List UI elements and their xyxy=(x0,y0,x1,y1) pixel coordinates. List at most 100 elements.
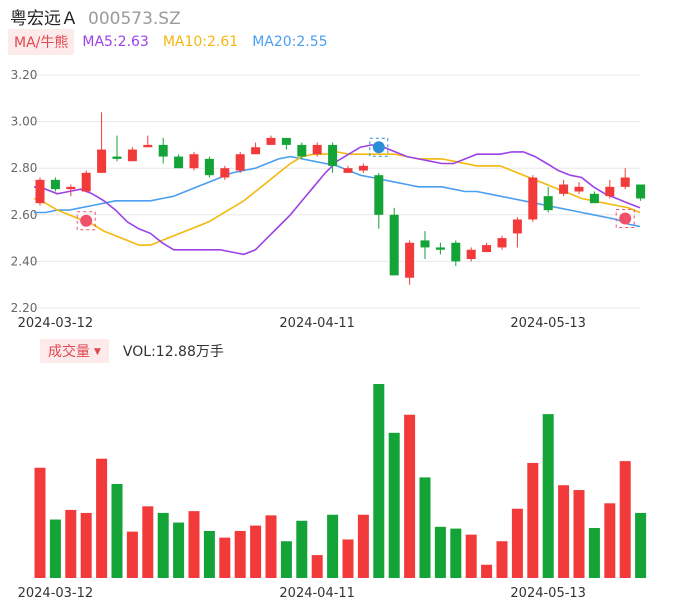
stock-name: 粤宏远Ａ xyxy=(10,9,78,29)
bull-badge-icon xyxy=(615,208,635,228)
volume-bar xyxy=(619,461,631,578)
volume-bar xyxy=(65,509,77,578)
volume-bar xyxy=(604,503,616,578)
y-tick-label: 2.40 xyxy=(11,254,38,268)
volume-bar xyxy=(265,515,277,578)
candle-body xyxy=(574,186,584,192)
volume-bar xyxy=(142,506,154,578)
volume-bar xyxy=(173,522,185,578)
volume-bar xyxy=(188,511,200,578)
marker-dot xyxy=(619,212,632,225)
volume-x-label: 2024-03-12 xyxy=(18,586,94,601)
volume-x-label: 2024-04-11 xyxy=(279,586,355,601)
volume-bar xyxy=(203,531,215,578)
candle-body xyxy=(512,219,522,234)
candle-body xyxy=(297,144,307,157)
candle-body xyxy=(389,214,399,276)
volume-bar xyxy=(404,414,416,578)
candle-body xyxy=(405,242,415,278)
marker-frame xyxy=(369,137,389,157)
candle-body xyxy=(281,137,291,145)
candle-body xyxy=(312,144,322,155)
volume-bar xyxy=(49,519,61,578)
price-x-label: 2024-05-13 xyxy=(510,316,586,331)
volume-bar xyxy=(542,414,554,578)
volume-bar xyxy=(96,458,108,578)
ma5-label: MA5:2.63 xyxy=(82,34,149,50)
volume-bar xyxy=(373,384,385,578)
volume-bar xyxy=(511,508,523,578)
y-tick-label: 2.20 xyxy=(11,301,38,315)
volume-bar xyxy=(219,537,231,578)
volume-bar xyxy=(419,477,431,578)
volume-toggle-label: 成交量 xyxy=(48,344,90,360)
candle-body xyxy=(543,196,553,211)
candle-body xyxy=(328,144,338,166)
ma-indicator-toggle[interactable]: MA/牛熊 xyxy=(8,29,75,55)
candle-body xyxy=(127,149,137,162)
candle-body xyxy=(251,147,261,155)
candle-body xyxy=(66,186,76,190)
candle-body xyxy=(451,242,461,262)
candle-body xyxy=(358,165,368,171)
candle-body xyxy=(636,184,646,199)
volume-bar xyxy=(388,432,400,578)
candle-body xyxy=(466,249,476,260)
volume-bar xyxy=(450,528,462,578)
volume-bar xyxy=(234,531,246,578)
ma-legend: MA/牛熊 MA5:2.63 MA10:2.61 MA20:2.55 xyxy=(8,29,342,55)
candle-body xyxy=(174,156,184,169)
y-tick-label: 2.80 xyxy=(11,161,38,175)
volume-bar xyxy=(635,512,647,578)
volume-bar xyxy=(280,541,292,578)
volume-bar xyxy=(111,484,123,578)
candle-body xyxy=(220,168,230,178)
marker-dot xyxy=(372,141,385,154)
stock-header: 粤宏远Ａ 000573.SZ xyxy=(10,4,181,29)
marker-frame xyxy=(76,211,96,231)
volume-bar xyxy=(34,467,46,578)
volume-bar xyxy=(527,462,539,578)
volume-bar xyxy=(558,485,570,578)
candle-body xyxy=(343,168,353,173)
candle-body xyxy=(420,240,430,248)
candle-body xyxy=(528,177,538,220)
y-tick-label: 2.60 xyxy=(11,208,38,222)
candle-body xyxy=(435,247,445,250)
volume-bar xyxy=(296,520,308,578)
volume-bar xyxy=(434,526,446,578)
candle-body xyxy=(605,186,615,197)
volume-bar xyxy=(588,527,600,578)
marker-frame xyxy=(615,208,635,228)
candle-body xyxy=(620,177,630,187)
volume-legend: 成交量 ▼ VOL:12.88万手 xyxy=(40,339,224,363)
ma10-label: MA10:2.61 xyxy=(162,34,239,50)
candle-body xyxy=(81,172,91,192)
stock-code: 000573.SZ xyxy=(88,9,181,29)
volume-indicator-toggle[interactable]: 成交量 ▼ xyxy=(40,339,109,363)
volume-bar xyxy=(126,531,138,578)
candle-body xyxy=(497,238,507,248)
bear-badge-icon xyxy=(369,137,389,157)
price-x-label: 2024-04-11 xyxy=(279,316,355,331)
volume-bar xyxy=(573,490,585,578)
candle-body xyxy=(266,137,276,145)
volume-bar xyxy=(80,512,92,578)
candle-body xyxy=(559,184,569,194)
volume-bar xyxy=(357,514,369,578)
volume-bar xyxy=(342,539,354,578)
marker-dot xyxy=(80,214,93,227)
y-tick-label: 3.00 xyxy=(11,115,38,129)
volume-bar xyxy=(465,534,477,578)
volume-bar xyxy=(250,525,262,578)
candle-body xyxy=(158,144,168,157)
volume-bar xyxy=(496,541,508,578)
volume-bar xyxy=(327,514,339,578)
y-tick-label: 3.20 xyxy=(11,68,38,82)
candle-body xyxy=(143,144,153,148)
volume-value: VOL:12.88万手 xyxy=(122,344,224,360)
volume-bar xyxy=(311,555,323,578)
candle-body xyxy=(589,193,599,204)
volume-bar xyxy=(157,512,169,578)
